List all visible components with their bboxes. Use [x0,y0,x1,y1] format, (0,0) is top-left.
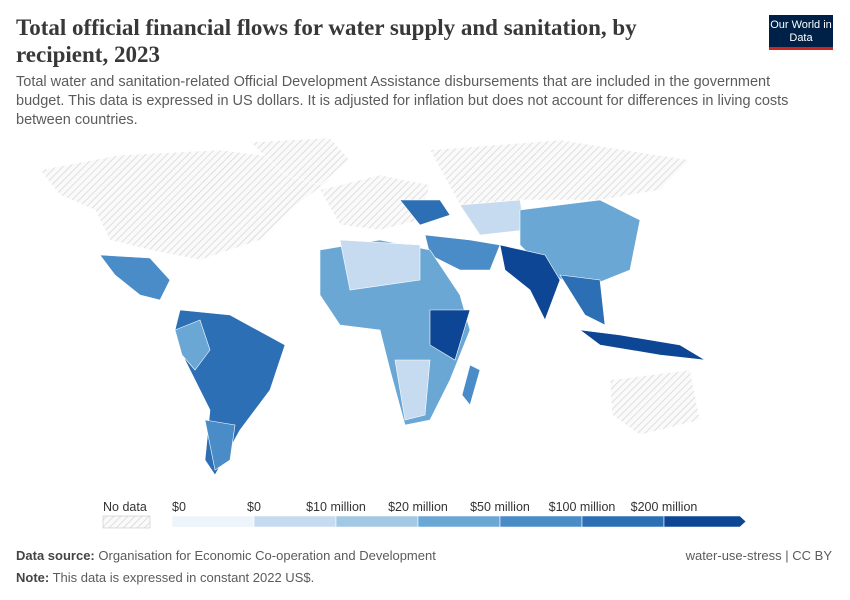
australia [609,369,701,436]
source-text: Organisation for Economic Co-operation a… [98,548,436,563]
license: water-use-stress | CC BY [685,548,832,563]
legend-swatch [581,515,665,528]
north-america [39,149,331,261]
madagascar [461,364,481,406]
source-label: Data source: [16,548,95,563]
legend-label: $10 million [306,500,366,514]
southeast-asia [559,274,606,326]
note-label: Note: [16,570,50,585]
note-text: This data is expressed in constant 2022 … [52,570,315,585]
subtitle: Total water and sanitation-related Offic… [16,74,789,128]
south-asia [499,244,561,321]
legend-swatch [417,515,501,528]
ukraine [399,199,451,226]
legend-swatch [171,515,255,528]
map [39,137,706,476]
russia [429,139,691,206]
legend-swatch [253,515,337,528]
legend-swatch [663,515,747,528]
source: Data source: Organisation for Economic C… [16,548,436,563]
legend: No data $0 $0 $10 million $20 million $50 mi… [102,500,747,529]
east-africa [429,309,471,361]
indonesia [578,329,706,361]
no-data-label: No data [103,500,147,514]
legend-label: $0 [247,500,261,514]
argentina [204,419,236,471]
logo[interactable]: Our World in Data [769,15,833,50]
legend-label: $20 million [388,500,448,514]
mexico-central-america [99,254,171,301]
legend-swatch [499,515,583,528]
no-data-swatch [102,515,151,529]
andes [174,319,211,371]
legend-label: $100 million [549,500,616,514]
note: Note: This data is expressed in constant… [16,570,314,585]
legend-label: $50 million [470,500,530,514]
countries [39,137,706,476]
title: Total official financial flows for water… [16,15,637,67]
central-asia [459,199,526,236]
greenland [249,137,351,186]
legend-label: $200 million [631,500,698,514]
southern-africa [394,359,431,421]
legend-label: $0 [172,500,186,514]
legend-swatch [335,515,419,528]
north-africa [339,239,421,291]
